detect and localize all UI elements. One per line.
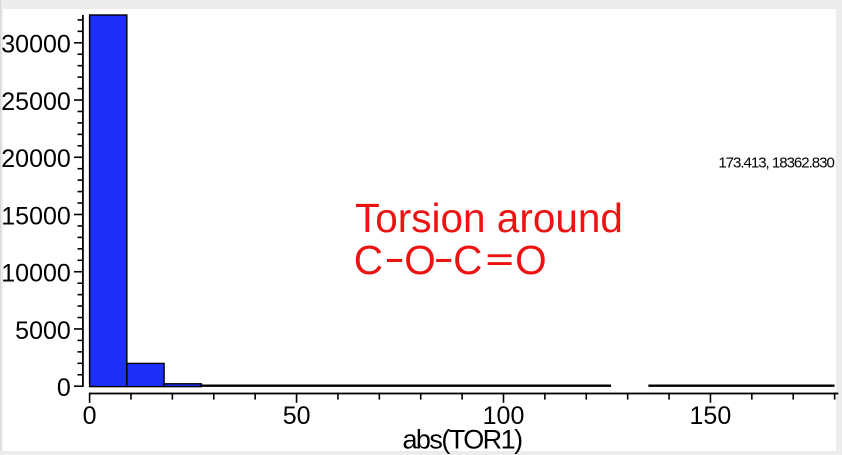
svg-text:Torsion around: Torsion around: [355, 195, 623, 241]
svg-text:150: 150: [690, 402, 732, 430]
svg-text:C: C: [453, 237, 482, 283]
svg-text:abs(TOR1): abs(TOR1): [402, 425, 522, 455]
svg-text:C: C: [354, 237, 383, 283]
svg-text:25000: 25000: [1, 88, 71, 116]
svg-text:O: O: [404, 237, 436, 283]
svg-text:15000: 15000: [1, 202, 71, 230]
svg-text:100: 100: [483, 402, 525, 430]
svg-text:10000: 10000: [1, 260, 71, 288]
svg-text:O: O: [515, 237, 547, 283]
svg-text:0: 0: [57, 374, 71, 402]
svg-text:20000: 20000: [1, 145, 71, 173]
svg-text:0: 0: [83, 402, 97, 430]
svg-text:173.413, 18362.830: 173.413, 18362.830: [718, 154, 834, 171]
svg-text:5000: 5000: [15, 317, 71, 345]
svg-text:30000: 30000: [1, 31, 71, 59]
svg-text:50: 50: [283, 402, 311, 430]
